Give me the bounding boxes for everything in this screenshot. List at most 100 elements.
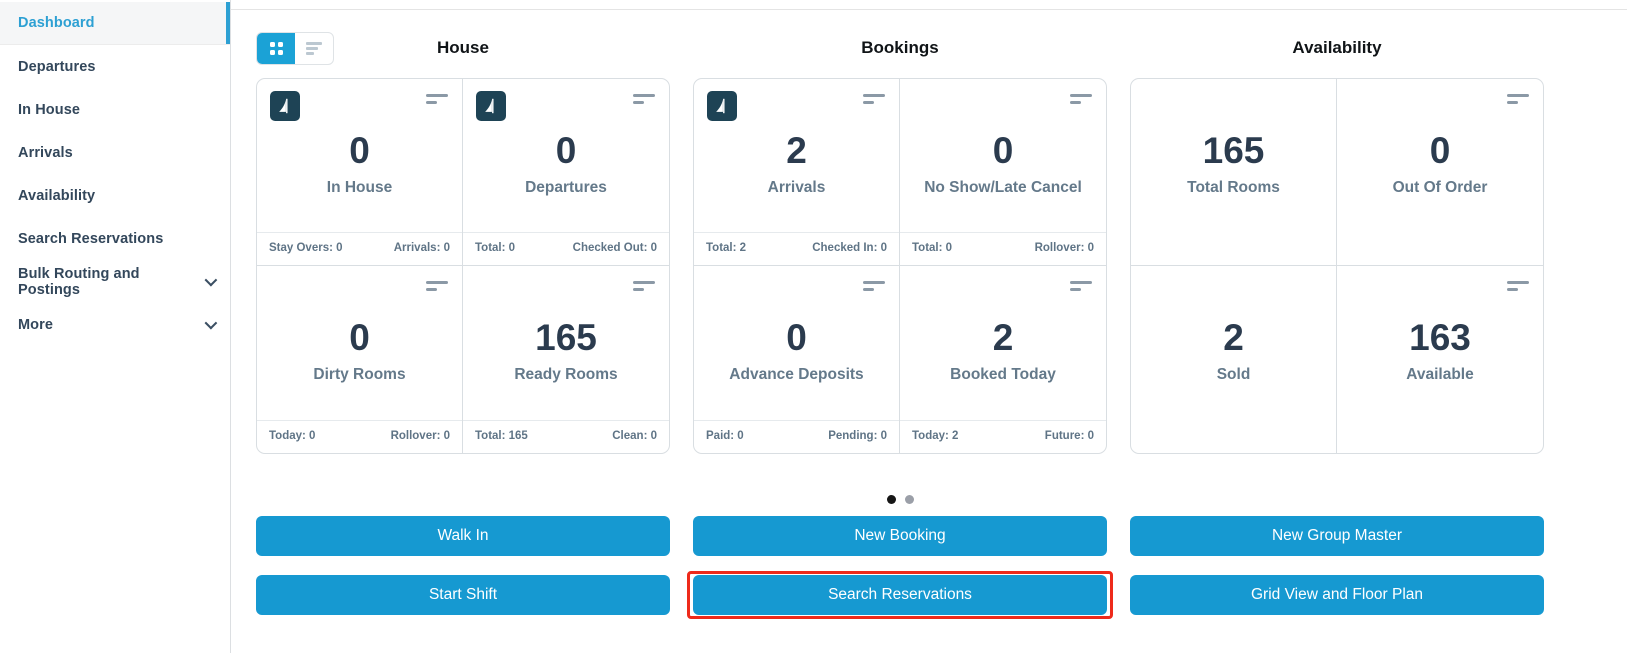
card-arrivals[interactable]: 2 Arrivals Total: 2 Checked In: 0 bbox=[694, 79, 900, 266]
card-stat-left: Total: 2 bbox=[706, 242, 747, 254]
card-value: 165 bbox=[535, 317, 597, 358]
card-stat-left: Today: 0 bbox=[269, 430, 316, 442]
menu-lines-icon[interactable] bbox=[1507, 281, 1529, 291]
house-card-grid: 0 In House Stay Overs: 0 Arrivals: 0 0 bbox=[256, 78, 670, 454]
sidebar-item-more[interactable]: More bbox=[0, 303, 230, 346]
card-out-of-order[interactable]: 0 Out Of Order bbox=[1337, 79, 1543, 266]
card-value: 2 bbox=[786, 130, 807, 171]
card-stat-right: Checked Out: 0 bbox=[572, 242, 657, 254]
card-in-house[interactable]: 0 In House Stay Overs: 0 Arrivals: 0 bbox=[257, 79, 463, 266]
card-stat-right: Checked In: 0 bbox=[812, 242, 887, 254]
card-no-show-late-cancel[interactable]: 0 No Show/Late Cancel Total: 0 Rollover:… bbox=[900, 79, 1106, 266]
sail-logo-icon bbox=[270, 91, 300, 121]
card-value: 0 bbox=[349, 130, 370, 171]
grid-view-button[interactable] bbox=[257, 33, 295, 64]
sidebar-item-label: Departures bbox=[18, 58, 96, 75]
card-label: In House bbox=[326, 178, 393, 196]
card-stat-left: Total: 0 bbox=[475, 242, 516, 254]
card-stat-left: Total: 0 bbox=[912, 242, 953, 254]
pagination-dot-1[interactable] bbox=[886, 495, 896, 504]
card-value: 0 bbox=[555, 130, 577, 171]
section-bookings: Bookings 2 Arrivals Total: 2 Checked In:… bbox=[693, 36, 1107, 454]
card-label: Out Of Order bbox=[1392, 178, 1488, 196]
card-label: Dirty Rooms bbox=[313, 365, 406, 383]
list-view-icon bbox=[306, 40, 322, 58]
card-stat-right: Arrivals: 0 bbox=[393, 242, 450, 254]
view-toggle bbox=[256, 32, 334, 65]
sidebar-item-departures[interactable]: Departures bbox=[0, 45, 230, 88]
card-ready-rooms[interactable]: 165 Ready Rooms Total: 165 Clean: 0 bbox=[463, 266, 669, 453]
menu-lines-icon[interactable] bbox=[863, 94, 885, 104]
card-stat-left: Total: 165 bbox=[475, 430, 528, 442]
start-shift-button[interactable]: Start Shift bbox=[256, 575, 670, 615]
sidebar-item-label: Dashboard bbox=[18, 15, 95, 31]
card-stat-right: Rollover: 0 bbox=[390, 430, 450, 442]
card-label: Total Rooms bbox=[1187, 178, 1280, 196]
card-total-rooms[interactable]: 165 Total Rooms bbox=[1131, 79, 1337, 266]
new-group-master-button[interactable]: New Group Master bbox=[1130, 516, 1544, 556]
card-label: Booked Today bbox=[950, 365, 1056, 383]
sidebar-item-in-house[interactable]: In House bbox=[0, 88, 230, 131]
walk-in-button[interactable]: Walk In bbox=[256, 516, 670, 556]
card-sold[interactable]: 2 Sold bbox=[1131, 266, 1337, 453]
sidebar-item-search-reservations[interactable]: Search Reservations bbox=[0, 217, 230, 260]
new-booking-button[interactable]: New Booking bbox=[693, 516, 1107, 556]
card-label: Advance Deposits bbox=[729, 365, 864, 383]
sidebar-item-label: Arrivals bbox=[18, 144, 73, 161]
search-reservations-button[interactable]: Search Reservations bbox=[687, 571, 1113, 619]
card-stat-left: Paid: 0 bbox=[706, 430, 744, 442]
card-stat-right: Rollover: 0 bbox=[1034, 242, 1094, 254]
menu-lines-icon[interactable] bbox=[633, 94, 655, 104]
search-reservations-label: Search Reservations bbox=[828, 586, 972, 603]
menu-lines-icon[interactable] bbox=[1070, 94, 1092, 104]
section-house: House 0 In House Stay Overs: 0 Arrivals:… bbox=[256, 36, 670, 454]
carousel-pagination bbox=[256, 495, 1544, 504]
card-value: 0 bbox=[349, 317, 370, 358]
card-value: 2 bbox=[1223, 317, 1244, 358]
card-value: 0 bbox=[786, 317, 807, 358]
dashboard-sections: House 0 In House Stay Overs: 0 Arrivals:… bbox=[256, 0, 1627, 454]
card-advance-deposits[interactable]: 0 Advance Deposits Paid: 0 Pending: 0 bbox=[694, 266, 900, 453]
section-availability: Availability 165 Total Rooms 0 Out Of Or… bbox=[1130, 36, 1544, 454]
sidebar-item-label: Bulk Routing and Postings bbox=[18, 265, 140, 298]
card-dirty-rooms[interactable]: 0 Dirty Rooms Today: 0 Rollover: 0 bbox=[257, 266, 463, 453]
menu-lines-icon[interactable] bbox=[426, 281, 448, 291]
menu-lines-icon[interactable] bbox=[863, 281, 885, 291]
card-stat-left: Today: 2 bbox=[912, 430, 959, 442]
card-stat-left: Stay Overs: 0 bbox=[269, 242, 343, 254]
dashboard-content: House 0 In House Stay Overs: 0 Arrivals:… bbox=[231, 0, 1627, 653]
menu-lines-icon[interactable] bbox=[1507, 94, 1529, 104]
sidebar-item-arrivals[interactable]: Arrivals bbox=[0, 131, 230, 174]
card-booked-today[interactable]: 2 Booked Today Today: 2 Future: 0 bbox=[900, 266, 1106, 453]
section-title: Availability bbox=[1292, 38, 1382, 57]
card-label: Sold bbox=[1216, 365, 1251, 383]
card-stat-right: Future: 0 bbox=[1044, 430, 1094, 442]
card-label: Available bbox=[1406, 365, 1474, 383]
card-label: Ready Rooms bbox=[514, 365, 618, 383]
card-departures[interactable]: 0 Departures Total: 0 Checked Out: 0 bbox=[463, 79, 669, 266]
pagination-dot-2[interactable] bbox=[904, 495, 914, 504]
grid-view-floor-plan-button[interactable]: Grid View and Floor Plan bbox=[1130, 575, 1544, 615]
card-value: 0 bbox=[992, 130, 1014, 171]
bookings-card-grid: 2 Arrivals Total: 2 Checked In: 0 0 No S… bbox=[693, 78, 1107, 454]
sidebar-item-dashboard[interactable]: Dashboard bbox=[0, 2, 230, 45]
menu-lines-icon[interactable] bbox=[1070, 281, 1092, 291]
card-value: 163 bbox=[1409, 317, 1471, 358]
sidebar: Dashboard Departures In House Arrivals A… bbox=[0, 0, 231, 653]
sidebar-item-label: Availability bbox=[18, 187, 96, 204]
card-label: Departures bbox=[525, 178, 607, 196]
card-available[interactable]: 163 Available bbox=[1337, 266, 1543, 453]
sidebar-item-bulk-routing-and-postings[interactable]: Bulk Routing and Postings bbox=[0, 260, 230, 303]
section-title: House bbox=[437, 38, 489, 57]
list-view-button[interactable] bbox=[295, 33, 333, 64]
grid-view-icon bbox=[269, 42, 283, 55]
card-stat-right: Clean: 0 bbox=[612, 430, 657, 442]
menu-lines-icon[interactable] bbox=[633, 281, 655, 291]
sidebar-item-availability[interactable]: Availability bbox=[0, 174, 230, 217]
card-value: 0 bbox=[1429, 130, 1451, 171]
action-button-row-2: Start Shift Search Reservations Grid Vie… bbox=[256, 571, 1627, 619]
card-value: 165 bbox=[1202, 130, 1265, 171]
sidebar-item-label: In House bbox=[18, 101, 81, 118]
menu-lines-icon[interactable] bbox=[426, 94, 448, 104]
sidebar-item-label: Search Reservations bbox=[18, 230, 164, 247]
